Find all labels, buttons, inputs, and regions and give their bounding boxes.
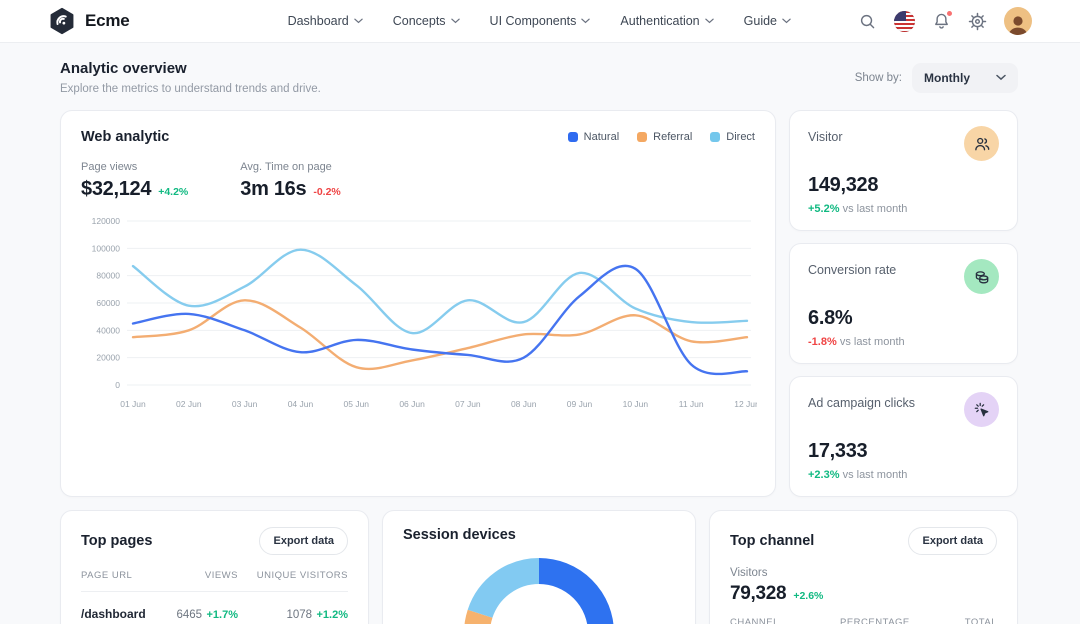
svg-text:08 Jun: 08 Jun bbox=[511, 399, 537, 409]
ad-campaign-value: 17,333 bbox=[808, 440, 868, 462]
svg-text:11 Jun: 11 Jun bbox=[679, 399, 704, 409]
conversion-value: 6.8% bbox=[808, 307, 853, 329]
ad-campaign-delta: +2.3% bbox=[808, 469, 840, 481]
web-analytic-title: Web analytic bbox=[81, 129, 170, 145]
notification-badge bbox=[946, 9, 953, 17]
visitor-title: Visitor bbox=[808, 130, 843, 144]
legend-natural[interactable]: Natural bbox=[567, 131, 619, 143]
svg-text:60000: 60000 bbox=[96, 298, 120, 308]
session-devices-donut-chart bbox=[464, 558, 614, 624]
legend-chip-referral bbox=[637, 132, 648, 142]
coins-icon bbox=[964, 259, 999, 294]
svg-text:10 Jun: 10 Jun bbox=[623, 399, 649, 409]
visitors-delta: +2.6% bbox=[793, 590, 824, 602]
svg-text:07 Jun: 07 Jun bbox=[455, 399, 481, 409]
brand-name: Ecme bbox=[85, 11, 130, 30]
visitor-value: 149,328 bbox=[808, 174, 879, 196]
page-url: /dashboard bbox=[81, 607, 146, 621]
table-row[interactable]: /dashboard 6465 +1.7% 1078 +1.2% bbox=[81, 592, 348, 624]
nav-item-authentication[interactable]: Authentication bbox=[620, 14, 714, 28]
export-data-button[interactable]: Export data bbox=[259, 527, 348, 555]
svg-text:0: 0 bbox=[115, 380, 120, 390]
web-analytic-card: Web analytic Natural Referral Direct Pag… bbox=[60, 110, 776, 497]
top-pages-title: Top pages bbox=[81, 533, 153, 549]
cursor-click-icon bbox=[964, 392, 999, 427]
chevron-down-icon bbox=[996, 74, 1006, 81]
visitors-label: Visitors bbox=[730, 567, 768, 579]
conversion-rate-card: Conversion rate 6.8% -1.8% vs last month bbox=[789, 243, 1018, 364]
user-avatar[interactable] bbox=[1004, 7, 1032, 35]
legend-chip-direct bbox=[710, 132, 721, 142]
nav-item-dashboard[interactable]: Dashboard bbox=[288, 14, 363, 28]
main-nav: Dashboard Concepts UI Components Authent… bbox=[288, 14, 791, 28]
show-by-select[interactable]: Monthly bbox=[912, 62, 1018, 93]
visitor-delta: +5.2% bbox=[808, 203, 840, 215]
legend-chip-natural bbox=[567, 132, 578, 142]
svg-text:100000: 100000 bbox=[92, 243, 121, 253]
us-flag-icon[interactable] bbox=[894, 10, 915, 32]
stat-page-views: Page views $32,124 +4.2% bbox=[81, 161, 189, 200]
ad-campaign-title: Ad campaign clicks bbox=[808, 396, 915, 410]
page-views-delta: +4.2% bbox=[158, 186, 189, 198]
bell-icon[interactable] bbox=[932, 9, 953, 31]
chevron-down-icon bbox=[704, 18, 714, 24]
svg-text:04 Jun: 04 Jun bbox=[288, 399, 314, 409]
svg-text:09 Jun: 09 Jun bbox=[567, 399, 593, 409]
svg-text:01 Jun: 01 Jun bbox=[120, 399, 146, 409]
brand[interactable]: Ecme bbox=[48, 7, 130, 35]
legend-referral[interactable]: Referral bbox=[637, 131, 692, 143]
chevron-down-icon bbox=[581, 18, 591, 24]
nav-item-guide[interactable]: Guide bbox=[744, 14, 791, 28]
export-data-button[interactable]: Export data bbox=[908, 527, 997, 555]
session-devices-title: Session devices bbox=[403, 527, 516, 543]
svg-text:40000: 40000 bbox=[96, 325, 120, 335]
chart-legend: Natural Referral Direct bbox=[567, 131, 755, 143]
svg-text:03 Jun: 03 Jun bbox=[232, 399, 258, 409]
avg-time-value: 3m 16s bbox=[240, 178, 307, 200]
nav-item-concepts[interactable]: Concepts bbox=[393, 14, 460, 28]
chevron-down-icon bbox=[782, 18, 791, 24]
top-pages-card: Top pages Export data PAGE URL VIEWS UNI… bbox=[60, 510, 369, 624]
nav-item-ui-components[interactable]: UI Components bbox=[490, 14, 591, 28]
visitor-card: Visitor 149,328 +5.2% vs last month bbox=[789, 110, 1018, 231]
session-devices-card: Session devices bbox=[382, 510, 696, 624]
gear-icon[interactable] bbox=[968, 12, 987, 31]
ecme-logo-icon bbox=[48, 7, 76, 35]
svg-text:120000: 120000 bbox=[92, 216, 121, 226]
page-subtitle: Explore the metrics to understand trends… bbox=[60, 83, 321, 95]
top-pages-header: PAGE URL VIEWS UNIQUE VISITORS bbox=[81, 570, 348, 592]
svg-text:12 Jun: 12 Jun bbox=[734, 399, 757, 409]
svg-text:05 Jun: 05 Jun bbox=[344, 399, 370, 409]
ad-campaign-card: Ad campaign clicks 17,333 +2.3% vs last … bbox=[789, 376, 1018, 497]
svg-text:20000: 20000 bbox=[96, 353, 120, 363]
visitors-value: 79,328 bbox=[730, 583, 787, 604]
conversion-title: Conversion rate bbox=[808, 263, 897, 277]
chevron-down-icon bbox=[354, 18, 363, 24]
page-title: Analytic overview bbox=[60, 60, 187, 77]
top-channel-header: CHANNEL PERCENTAGE TOTAL bbox=[730, 617, 997, 624]
chevron-down-icon bbox=[450, 18, 460, 24]
avg-time-delta: -0.2% bbox=[313, 186, 341, 198]
conversion-delta: -1.8% bbox=[808, 336, 837, 348]
svg-text:06 Jun: 06 Jun bbox=[399, 399, 425, 409]
navbar: Ecme Dashboard Concepts UI Components Au… bbox=[0, 0, 1080, 43]
stat-avg-time: Avg. Time on page 3m 16s -0.2% bbox=[240, 161, 341, 200]
show-by-label: Show by: bbox=[854, 71, 902, 84]
search-icon[interactable] bbox=[858, 12, 877, 31]
legend-direct[interactable]: Direct bbox=[710, 131, 755, 143]
svg-text:80000: 80000 bbox=[96, 271, 120, 281]
users-icon bbox=[964, 126, 999, 161]
top-channel-title: Top channel bbox=[730, 533, 815, 549]
page-views-value: $32,124 bbox=[81, 178, 152, 200]
svg-text:02 Jun: 02 Jun bbox=[176, 399, 202, 409]
web-analytic-line-chart: 120000 100000 80000 60000 40000 20000 001 Jun 0… bbox=[92, 216, 757, 409]
top-channel-card: Top channel Export data Visitors 79,328 … bbox=[709, 510, 1018, 624]
